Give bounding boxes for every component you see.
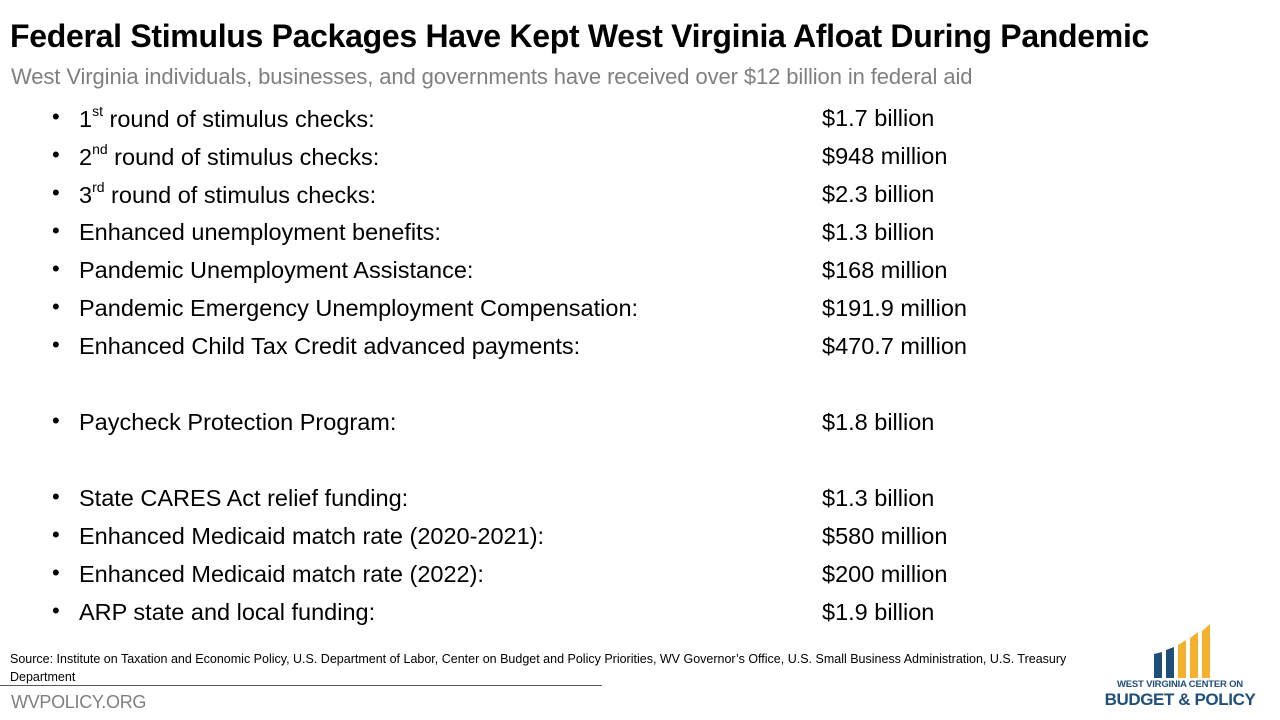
item-value: $470.7 million [822, 333, 968, 359]
bar-chart-logo-icon [1154, 624, 1210, 678]
list-item: • Pandemic Emergency Unemployment Compen… [0, 290, 1100, 328]
item-value: $2.3 billion [822, 181, 935, 207]
item-label: Enhanced Child Tax Credit advanced payme… [79, 333, 581, 359]
list-item: • 2nd round of stimulus checks: $948 mil… [0, 138, 1100, 176]
list-item: • ARP state and local funding: $1.9 bill… [0, 594, 1100, 632]
footer-divider [0, 685, 602, 686]
item-value: $1.7 billion [822, 105, 935, 131]
item-value: $168 million [822, 257, 948, 283]
item-label: State CARES Act relief funding: [79, 485, 409, 511]
item-label: 3rd round of stimulus checks: [79, 179, 377, 208]
item-value: $200 million [822, 561, 948, 587]
item-label: ARP state and local funding: [79, 599, 376, 625]
item-value: $1.9 billion [822, 599, 935, 625]
bullet-icon: • [52, 256, 60, 281]
item-label: Pandemic Unemployment Assistance: [79, 257, 474, 283]
bullet-icon: • [52, 408, 60, 433]
list-item: • Pandemic Unemployment Assistance: $168… [0, 252, 1100, 290]
slide-title: Federal Stimulus Packages Have Kept West… [10, 18, 1150, 54]
bullet-icon: • [52, 294, 60, 319]
list-item: • 3rd round of stimulus checks: $2.3 bil… [0, 176, 1100, 214]
item-label: 1st round of stimulus checks: [79, 103, 375, 132]
wvcbp-logo: WEST VIRGINIA CENTER ON BUDGET & POLICY [1100, 624, 1260, 714]
item-label: Paycheck Protection Program: [79, 409, 397, 435]
website-label: WVPOLICY.ORG [11, 692, 147, 712]
bullet-icon: • [52, 560, 60, 585]
bullet-icon: • [52, 598, 60, 623]
list-item: • Enhanced Medicaid match rate (2020-202… [0, 518, 1100, 556]
item-label: Enhanced unemployment benefits: [79, 219, 441, 245]
list-item: • Enhanced unemployment benefits: $1.3 b… [0, 214, 1100, 252]
bullet-icon: • [52, 332, 60, 357]
bullet-icon: • [52, 104, 60, 129]
bullet-icon: • [52, 218, 60, 243]
slide-subtitle: West Virginia individuals, businesses, a… [11, 64, 973, 89]
bullet-icon: • [52, 484, 60, 509]
list-item: • State CARES Act relief funding: $1.3 b… [0, 480, 1100, 518]
item-value: $1.8 billion [822, 409, 935, 435]
item-label: Enhanced Medicaid match rate (2020-2021)… [79, 523, 545, 549]
list-item: • Enhanced Child Tax Credit advanced pay… [0, 328, 1100, 366]
bullet-icon: • [52, 180, 60, 205]
list-item: • Enhanced Medicaid match rate (2022): $… [0, 556, 1100, 594]
item-value: $1.3 billion [822, 485, 935, 511]
item-label: 2nd round of stimulus checks: [79, 141, 380, 170]
item-value: $1.3 billion [822, 219, 935, 245]
source-note: Source: Institute on Taxation and Econom… [10, 652, 1067, 684]
item-value: $580 million [822, 523, 948, 549]
item-value: $948 million [822, 143, 948, 169]
item-label: Enhanced Medicaid match rate (2022): [79, 561, 484, 587]
bullet-icon: • [52, 522, 60, 547]
item-value: $191.9 million [822, 295, 968, 321]
logo-text-line1: WEST VIRGINIA CENTER ON [1117, 679, 1243, 690]
bullet-icon: • [52, 142, 60, 167]
list-item: • 1st round of stimulus checks: $1.7 bil… [0, 100, 1100, 138]
logo-text-line2: BUDGET & POLICY [1104, 690, 1256, 709]
list-item: • Paycheck Protection Program: $1.8 bill… [0, 404, 1100, 442]
item-label: Pandemic Emergency Unemployment Compensa… [79, 295, 639, 321]
